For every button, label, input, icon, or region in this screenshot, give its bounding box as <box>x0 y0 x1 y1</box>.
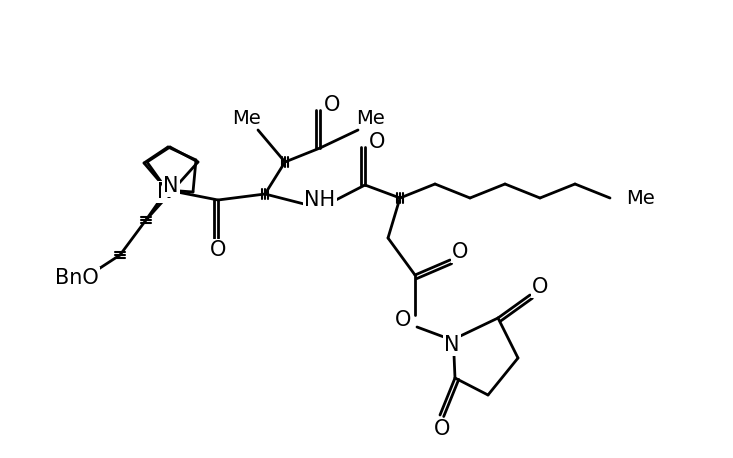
Text: O: O <box>324 95 340 115</box>
Text: O: O <box>369 132 385 152</box>
Text: NH: NH <box>304 190 336 210</box>
Text: O: O <box>532 277 548 297</box>
Text: Me: Me <box>626 189 655 207</box>
Text: N: N <box>163 176 179 196</box>
Text: O: O <box>452 242 468 262</box>
Text: O: O <box>434 419 450 439</box>
Text: N: N <box>158 182 173 202</box>
Text: Me: Me <box>232 109 260 127</box>
Text: O: O <box>210 240 226 260</box>
Text: BnO: BnO <box>55 268 99 288</box>
Text: Me: Me <box>356 109 384 127</box>
Text: O: O <box>395 310 411 330</box>
Text: N: N <box>444 335 460 355</box>
